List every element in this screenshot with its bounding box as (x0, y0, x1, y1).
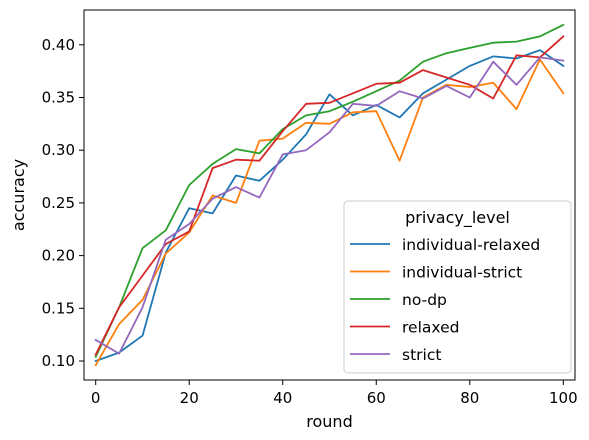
y-tick-label: 0.35 (42, 88, 75, 106)
series-line-strict (94, 56, 565, 355)
x-axis: 0 20 40 60 80 100 (91, 380, 578, 407)
x-tick-label: 100 (549, 389, 578, 407)
series-line-no-dp (94, 23, 565, 358)
legend-label-relaxed: relaxed (402, 319, 459, 337)
y-tick-label: 0.30 (42, 141, 75, 159)
series-line-relaxed (94, 35, 565, 356)
y-axis: 0.10 0.15 0.20 0.25 0.30 0.35 0.40 (42, 36, 84, 370)
y-tick-label: 0.15 (42, 299, 75, 317)
x-tick-label: 80 (460, 389, 479, 407)
legend-label-individual-relaxed: individual-relaxed (402, 236, 540, 254)
y-tick-label: 0.25 (42, 194, 75, 212)
legend-label-no-dp: no-dp (402, 291, 447, 309)
y-tick-label: 0.20 (42, 247, 75, 265)
series-line-individual-relaxed (94, 49, 565, 363)
x-tick-label: 20 (180, 389, 199, 407)
legend-box (343, 200, 572, 374)
y-tick-label: 0.10 (42, 352, 75, 370)
series-line-individual-strict (94, 58, 565, 367)
legend-items: individual-relaxed individual-strict no-dp… (350, 236, 540, 364)
legend-title: privacy_level (405, 208, 510, 228)
x-tick-label: 60 (367, 389, 386, 407)
legend: privacy_level individual-relaxedindividu… (343, 200, 572, 374)
y-axis-label: accuracy (9, 159, 28, 231)
x-tick-label: 40 (273, 389, 292, 407)
legend-label-individual-strict: individual-strict (402, 264, 522, 282)
y-tick-label: 0.40 (42, 36, 75, 54)
series-lines (94, 23, 565, 367)
x-axis-label: round (306, 412, 352, 431)
plot-frame (83, 9, 576, 381)
x-tick-label: 0 (91, 389, 101, 407)
legend-label-strict: strict (402, 346, 441, 364)
